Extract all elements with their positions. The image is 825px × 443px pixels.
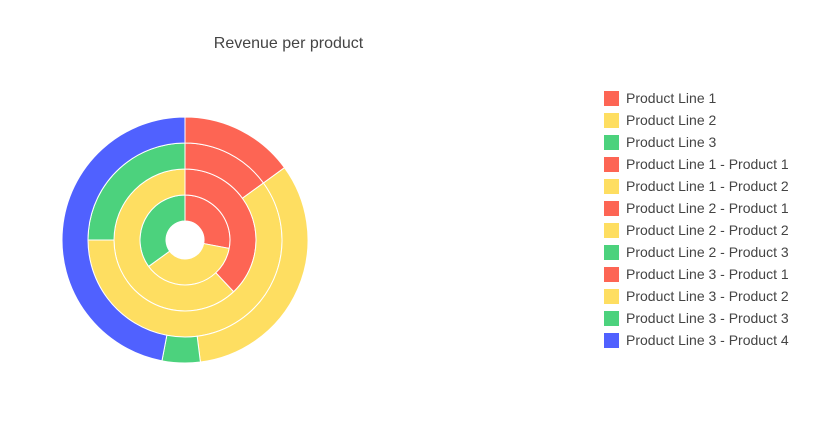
- legend-item[interactable]: Product Line 3: [604, 131, 789, 153]
- legend-label: Product Line 3 - Product 4: [626, 332, 789, 348]
- legend-swatch: [604, 178, 619, 194]
- legend-swatch: [604, 332, 619, 348]
- ring-4-slice-4[interactable]: Product Line 3 - Product 4: [61, 116, 186, 362]
- ring-4-slice-3[interactable]: Product Line 3 - Product 3: [161, 334, 201, 364]
- legend: Product Line 1 Product Line 2 Product Line…: [604, 87, 789, 351]
- legend-item[interactable]: Product Line 3 - Product 1: [604, 263, 789, 285]
- legend-label: Product Line 3: [626, 134, 717, 150]
- legend-label: Product Line 2: [626, 112, 717, 128]
- legend-label: Product Line 3 - Product 2: [626, 288, 789, 304]
- legend-label: Product Line 2 - Product 1: [626, 200, 789, 216]
- legend-label: Product Line 2 - Product 3: [626, 244, 789, 260]
- chart-title: Revenue per product: [213, 35, 364, 52]
- legend-swatch: [604, 244, 619, 260]
- legend-swatch: [604, 288, 619, 304]
- legend-item[interactable]: Product Line 2 - Product 1: [604, 197, 789, 219]
- legend-item[interactable]: Product Line 2: [604, 109, 789, 131]
- legend-label: Product Line 1 - Product 2: [626, 178, 789, 194]
- legend-item[interactable]: Product Line 1 - Product 1: [604, 153, 789, 175]
- legend-label: Product Line 3 - Product 1: [626, 266, 789, 282]
- legend-swatch: [604, 222, 619, 238]
- legend-label: Product Line 1 - Product 1: [626, 156, 789, 172]
- legend-swatch: [604, 200, 619, 216]
- legend-label: Product Line 3 - Product 3: [626, 310, 789, 326]
- legend-item[interactable]: Product Line 3 - Product 3: [604, 307, 789, 329]
- legend-swatch: [604, 90, 619, 106]
- legend-label: Product Line 1: [626, 90, 717, 106]
- legend-item[interactable]: Product Line 1 - Product 2: [604, 175, 789, 197]
- legend-label: Product Line 2 - Product 2: [626, 222, 789, 238]
- legend-swatch: [604, 266, 619, 282]
- legend-item[interactable]: Product Line 2 - Product 3: [604, 241, 789, 263]
- legend-item[interactable]: Product Line 1: [604, 87, 789, 109]
- legend-item[interactable]: Product Line 3 - Product 2: [604, 285, 789, 307]
- legend-item[interactable]: Product Line 3 - Product 4: [604, 329, 789, 351]
- legend-swatch: [604, 156, 619, 172]
- legend-swatch: [604, 134, 619, 150]
- legend-item[interactable]: Product Line 2 - Product 2: [604, 219, 789, 241]
- legend-swatch: [604, 112, 619, 128]
- legend-swatch: [604, 310, 619, 326]
